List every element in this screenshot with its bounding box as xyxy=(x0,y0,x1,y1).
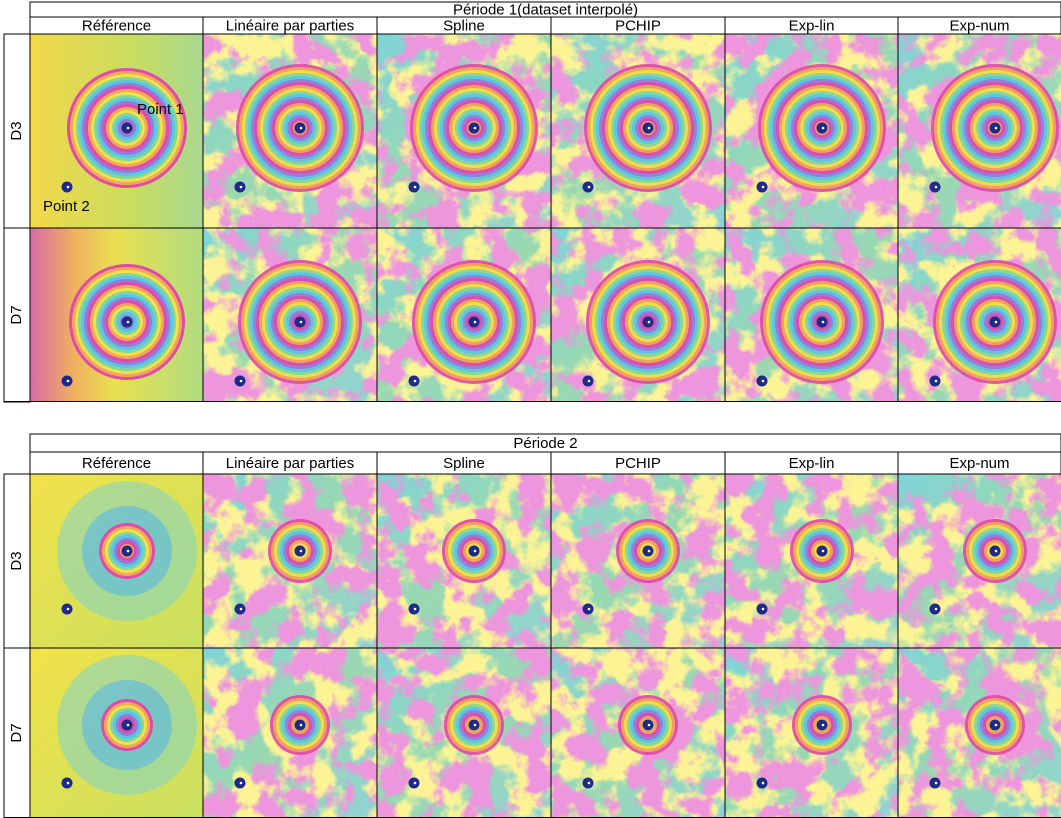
column-header: Linéaire par parties xyxy=(226,17,354,34)
column-header: Exp-lin xyxy=(789,455,835,472)
panel-image xyxy=(898,648,1061,818)
column-header: Référence xyxy=(82,455,151,472)
panel-image xyxy=(30,228,203,402)
row-label: D7 xyxy=(8,305,25,324)
point-label: Point 2 xyxy=(43,198,90,215)
column-header: Exp-num xyxy=(949,17,1009,34)
panel-image xyxy=(725,228,898,402)
block-title: Période 1(dataset interpolé) xyxy=(453,1,638,18)
column-header: Linéaire par parties xyxy=(226,455,354,472)
row-label: D3 xyxy=(8,121,25,140)
column-header: Exp-num xyxy=(949,455,1009,472)
point-label: Point 1 xyxy=(137,101,184,118)
row-label: D7 xyxy=(8,723,25,742)
panel-image xyxy=(377,474,551,648)
panel-image xyxy=(377,34,551,228)
panel-image xyxy=(725,474,898,648)
panel-image xyxy=(898,34,1061,228)
panel-image xyxy=(203,474,377,648)
panel-image xyxy=(551,474,725,648)
panel-image xyxy=(551,228,725,402)
panel-image xyxy=(725,648,898,818)
panel-image xyxy=(30,648,203,818)
column-header: Spline xyxy=(443,17,485,34)
panel-image xyxy=(377,648,551,818)
panel-image xyxy=(551,648,725,818)
panel-image xyxy=(30,474,203,648)
panel-image xyxy=(203,648,377,818)
panel-image xyxy=(377,228,551,402)
panel-image xyxy=(203,228,377,402)
row-label: D3 xyxy=(8,551,25,570)
panel-image xyxy=(203,34,377,228)
column-header: Référence xyxy=(82,17,151,34)
column-header: Spline xyxy=(443,455,485,472)
panel-image xyxy=(898,228,1061,402)
panel-image xyxy=(725,34,898,228)
column-header: PCHIP xyxy=(615,455,661,472)
panel-image xyxy=(898,474,1061,648)
column-header: PCHIP xyxy=(615,17,661,34)
column-header: Exp-lin xyxy=(789,17,835,34)
panel-image xyxy=(30,34,203,228)
panel-image xyxy=(551,34,725,228)
block-title: Période 2 xyxy=(513,435,577,452)
row-label-frame xyxy=(3,647,31,818)
